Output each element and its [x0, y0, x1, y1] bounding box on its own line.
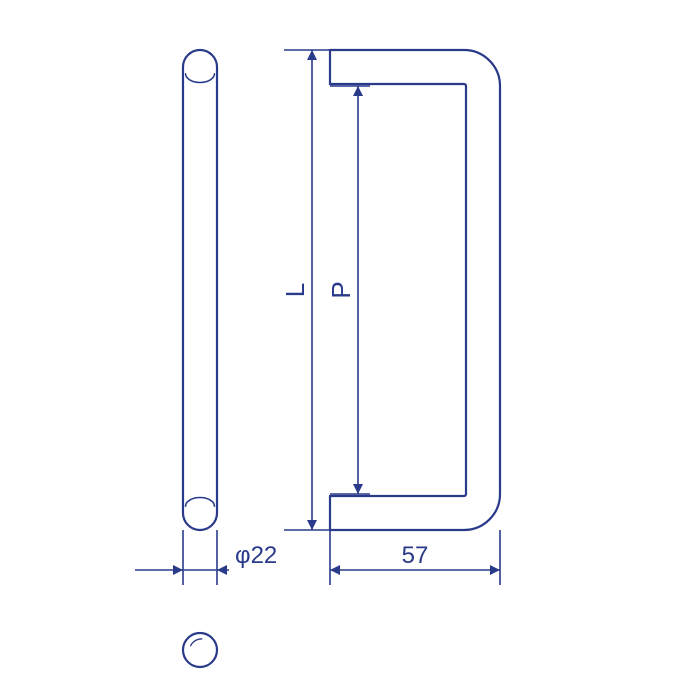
technical-drawing: 57 φ22 L P — [0, 0, 700, 700]
dim-L-label: L — [280, 283, 310, 297]
dim-depth-value: 57 — [402, 542, 429, 569]
dim-overall-length: L — [280, 50, 330, 530]
dim-arrowhead — [330, 565, 340, 575]
front-view-bottom-feature — [186, 498, 215, 507]
dim-arrowhead — [307, 50, 317, 60]
section-highlight — [191, 639, 202, 646]
section-circle — [183, 633, 217, 667]
dim-P-label: P — [326, 281, 356, 298]
dim-pitch: P — [326, 86, 370, 494]
dim-arrowhead — [353, 484, 363, 494]
dim-arrowhead — [217, 565, 227, 575]
section-view — [183, 633, 217, 667]
dim-arrowhead — [490, 565, 500, 575]
dim-arrowhead — [307, 520, 317, 530]
front-view-top-feature — [186, 74, 215, 83]
front-view-outline — [183, 50, 217, 530]
dim-arrowhead — [173, 565, 183, 575]
dim-diameter-value: φ22 — [235, 542, 277, 569]
front-view — [183, 50, 217, 530]
dim-diameter: φ22 — [135, 530, 277, 585]
dim-arrowhead — [353, 86, 363, 96]
dim-depth: 57 — [330, 530, 500, 585]
